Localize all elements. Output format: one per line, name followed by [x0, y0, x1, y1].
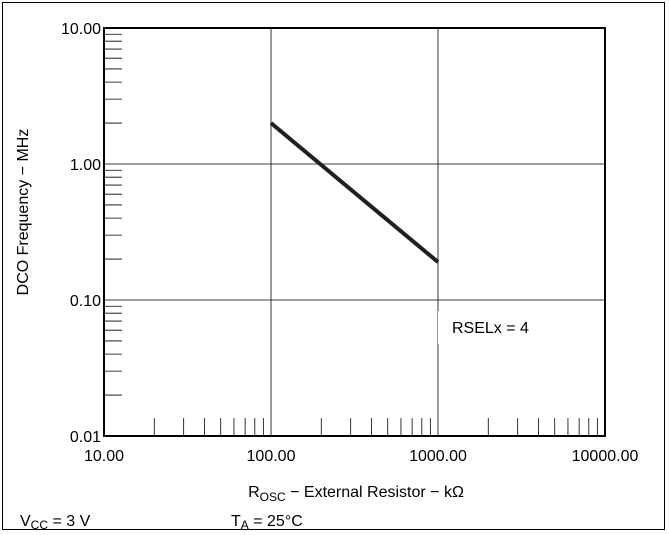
x-tick-label: 1000.00 — [409, 448, 467, 465]
plot-area — [103, 27, 606, 437]
ta-main: T — [231, 513, 241, 530]
x-tick-label: 100.00 — [247, 448, 296, 465]
vcc-sub: CC — [30, 518, 49, 532]
annotation-background — [438, 311, 546, 344]
ta-condition: TA = 25°C — [231, 513, 303, 531]
y-tick-label: 10.00 — [61, 21, 101, 38]
ta-sub: A — [240, 518, 249, 532]
series-layer — [269, 121, 440, 264]
x-axis-label-sub: OSC — [260, 490, 286, 504]
y-tick-labels: 0.01 0.10 1.00 10.00 — [61, 21, 101, 446]
vcc-rest: = 3 V — [48, 513, 91, 530]
x-tick-label: 10.00 — [84, 448, 124, 465]
annotation-rselx: RSELx = 4 — [452, 320, 529, 337]
y-tick-label: 0.01 — [70, 429, 101, 446]
x-tick-label: 10000.00 — [572, 448, 639, 465]
grid-lines — [104, 28, 605, 436]
x-tick-labels: 10.00 100.00 1000.00 10000.00 — [84, 448, 638, 465]
y-axis-label: DCO Frequency − MHz — [15, 129, 32, 296]
series-line — [269, 121, 440, 264]
x-axis-label: ROSC − External Resistor − kΩ — [248, 484, 464, 504]
y-tick-label: 1.00 — [70, 157, 101, 174]
ta-rest: = 25°C — [248, 513, 303, 530]
x-axis-label-rest: − External Resistor − kΩ — [286, 484, 464, 501]
vcc-main: V — [20, 513, 31, 530]
x-axis-label-main: R — [248, 484, 260, 501]
y-tick-label: 0.10 — [70, 293, 101, 310]
figure-frame — [2, 2, 665, 530]
minor-ticks — [104, 33, 598, 436]
vcc-condition: VCC = 3 V — [20, 513, 90, 531]
